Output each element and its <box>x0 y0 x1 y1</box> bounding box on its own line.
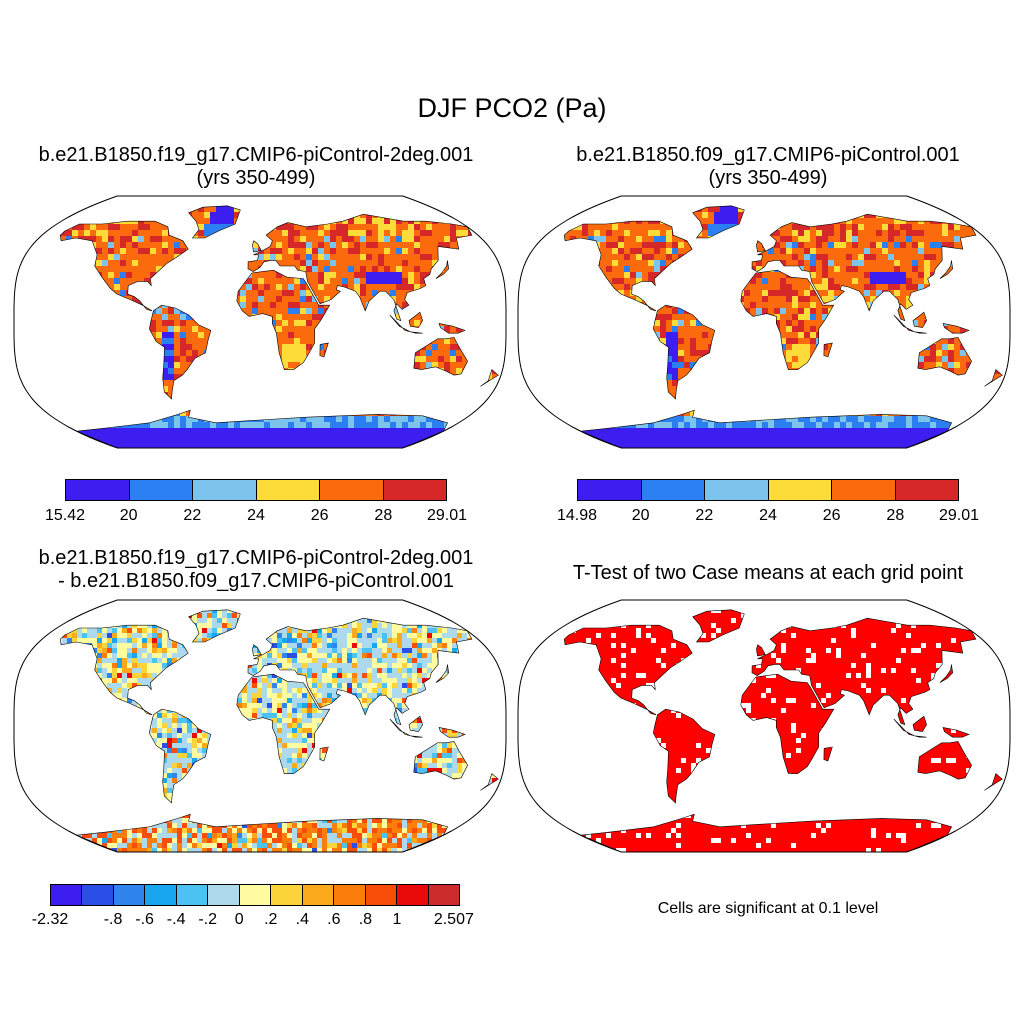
colorbar-swatch <box>208 885 240 905</box>
colorbar-tick-label: -.4 <box>166 911 186 928</box>
colorbar-tick-label: 2.507 <box>433 911 474 928</box>
colorbar-swatch <box>832 480 896 500</box>
difference-title-line1: b.e21.B1850.f19_g17.CMIP6-piControl-2deg… <box>38 547 474 569</box>
ttest-map <box>517 599 1011 853</box>
coastline <box>563 609 1003 853</box>
coastline <box>563 205 1003 449</box>
colorbar-swatch <box>428 885 460 905</box>
colorbar-tick-label: -.8 <box>103 911 123 928</box>
ttest-title-line1: T-Test of two Case means at each grid po… <box>572 562 964 584</box>
colorbar-swatch <box>256 480 320 500</box>
ttest-panel-title: T-Test of two Case means at each grid po… <box>512 562 1024 585</box>
colorbar-tick-label: 29.01 <box>938 507 980 524</box>
colorbar-tick-label: 20 <box>631 507 650 524</box>
colorbar-tick-label: 26 <box>310 507 329 524</box>
case1-panel-title: b.e21.B1850.f19_g17.CMIP6-piControl-2deg… <box>0 144 512 190</box>
colorbar-swatch <box>383 480 446 500</box>
colorbar-swatch <box>334 885 366 905</box>
difference-map <box>13 599 507 853</box>
colorbar-tick-label: 24 <box>247 507 265 524</box>
colorbar-tick-label: -.6 <box>135 911 154 928</box>
colorbar-tick-label: 0 <box>234 911 244 928</box>
map-boundary <box>517 195 1011 449</box>
map-boundary <box>13 599 507 853</box>
colorbar-swatch <box>129 480 193 500</box>
colorbar-swatch <box>239 885 272 905</box>
case2-title-line2: (yrs 350-499) <box>708 167 828 189</box>
case1-colorbar <box>65 479 447 501</box>
colorbar-tick-label: 24 <box>759 507 777 524</box>
colorbar-tick-label: 22 <box>183 507 202 524</box>
case2-title-line1: b.e21.B1850.f09_g17.CMIP6-piControl.001 <box>576 144 960 166</box>
colorbar-tick-label: 28 <box>886 507 905 524</box>
colorbar-tick-label: -.2 <box>198 911 218 928</box>
difference-colorbar-labels: -2.32 -.8 -.6 -.4 -.2 0 .2 .4 .6 .8 1 2.507 <box>32 911 474 929</box>
colorbar-tick-label: .2 <box>264 911 278 928</box>
colorbar-swatch <box>176 885 209 905</box>
case1-colorbar-labels: 15.42 20 22 24 26 28 29.01 <box>45 507 467 525</box>
case2-colorbar-labels: 14.98 20 22 24 26 28 29.01 <box>557 507 979 525</box>
map-boundary <box>13 195 507 449</box>
colorbar-swatch <box>768 480 832 500</box>
colorbar-tick-label: 20 <box>119 507 138 524</box>
colorbar-swatch <box>578 480 642 500</box>
map-boundary <box>517 599 1011 853</box>
case2-panel-title: b.e21.B1850.f09_g17.CMIP6-piControl.001 … <box>512 144 1024 190</box>
colorbar-swatch <box>51 885 83 905</box>
figure-title: DJF PCO2 (Pa) <box>417 93 607 123</box>
colorbar-tick-label: 14.98 <box>556 507 598 524</box>
significance-note: Cells are significant at 0.1 level <box>657 900 879 917</box>
colorbar-tick-label: .8 <box>358 911 373 928</box>
colorbar-tick-label: .4 <box>295 911 309 928</box>
colorbar-tick-label: 28 <box>374 507 393 524</box>
case2-colorbar <box>577 479 959 501</box>
difference-colorbar <box>50 884 460 906</box>
colorbar-swatch <box>705 480 769 500</box>
colorbar-swatch <box>82 885 114 905</box>
coastline <box>59 205 499 449</box>
difference-panel-title: b.e21.B1850.f19_g17.CMIP6-piControl-2deg… <box>0 547 512 593</box>
colorbar-swatch <box>193 480 257 500</box>
colorbar-swatch <box>271 885 303 905</box>
case1-map <box>13 195 507 449</box>
colorbar-tick-label: -2.32 <box>31 911 69 928</box>
coastline <box>59 609 499 853</box>
case1-title-line2: (yrs 350-499) <box>196 167 316 189</box>
colorbar-swatch <box>320 480 384 500</box>
case2-map <box>517 195 1011 449</box>
difference-title-line2: - b.e21.B1850.f09_g17.CMIP6-piControl.00… <box>58 570 454 592</box>
colorbar-tick-label: .6 <box>327 911 341 928</box>
colorbar-swatch <box>365 885 398 905</box>
colorbar-swatch <box>397 885 429 905</box>
case1-title-line1: b.e21.B1850.f19_g17.CMIP6-piControl-2deg… <box>38 144 474 166</box>
colorbar-swatch <box>895 480 958 500</box>
colorbar-swatch <box>66 480 130 500</box>
colorbar-swatch <box>145 885 177 905</box>
colorbar-tick-label: 15.42 <box>44 507 86 524</box>
colorbar-tick-label: 29.01 <box>426 507 468 524</box>
colorbar-swatch <box>113 885 146 905</box>
colorbar-tick-label: 1 <box>392 911 402 928</box>
colorbar-tick-label: 22 <box>695 507 714 524</box>
colorbar-swatch <box>302 885 335 905</box>
colorbar-tick-label: 26 <box>822 507 841 524</box>
colorbar-swatch <box>641 480 705 500</box>
